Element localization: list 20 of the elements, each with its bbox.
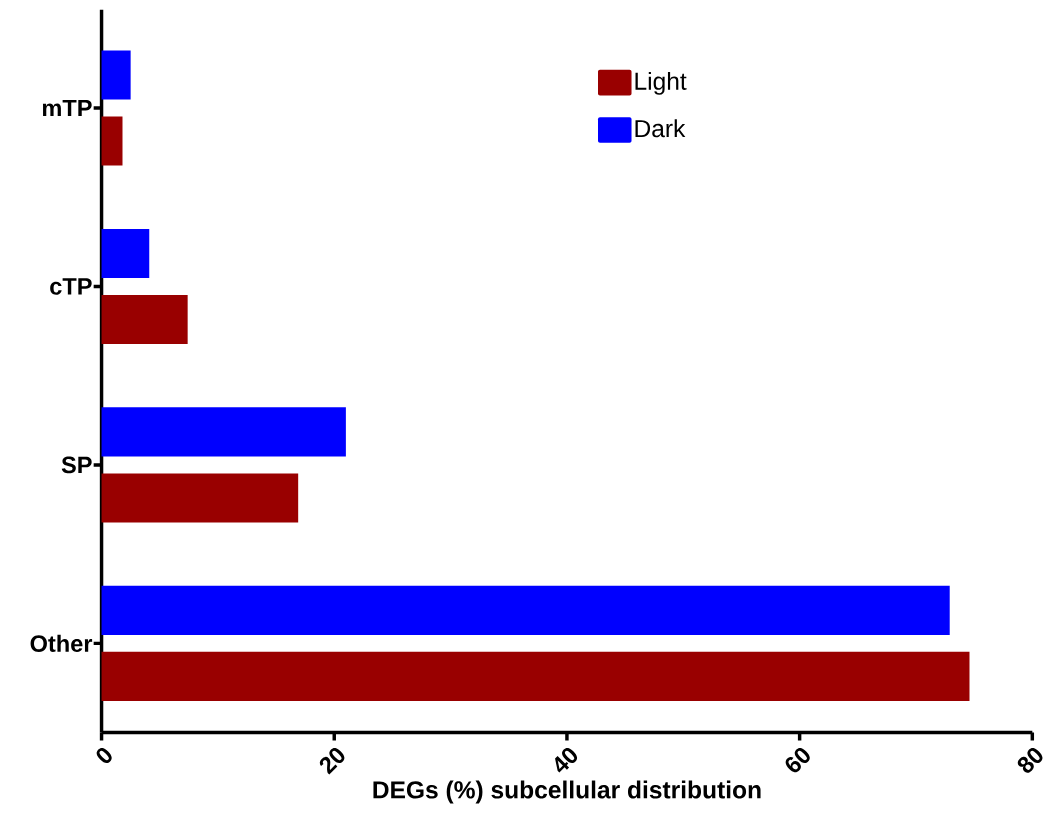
- x-axis-title: DEGs (%) subcellular distribution: [373, 780, 761, 804]
- bar: [101, 407, 346, 457]
- x-tick-label: 60: [785, 747, 810, 773]
- legend-label: Light: [635, 71, 687, 95]
- legend-label: Dark: [635, 119, 686, 138]
- y-tick-label: SP: [61, 456, 92, 474]
- y-tick-label: mTP: [42, 99, 92, 116]
- y-tick-label: cTP: [50, 278, 92, 295]
- bar: [101, 50, 131, 100]
- bar: [101, 651, 970, 701]
- x-tick-label: 20: [319, 747, 345, 775]
- bar: [101, 228, 150, 278]
- bar: [101, 116, 123, 166]
- bar: [101, 473, 299, 523]
- x-tick-label: 0: [96, 747, 112, 763]
- bar: [101, 294, 188, 344]
- x-tick-label: 40: [555, 747, 578, 773]
- x-tick-label: 80: [1017, 747, 1043, 773]
- bar: [101, 585, 950, 635]
- y-tick-label: Other: [30, 634, 93, 652]
